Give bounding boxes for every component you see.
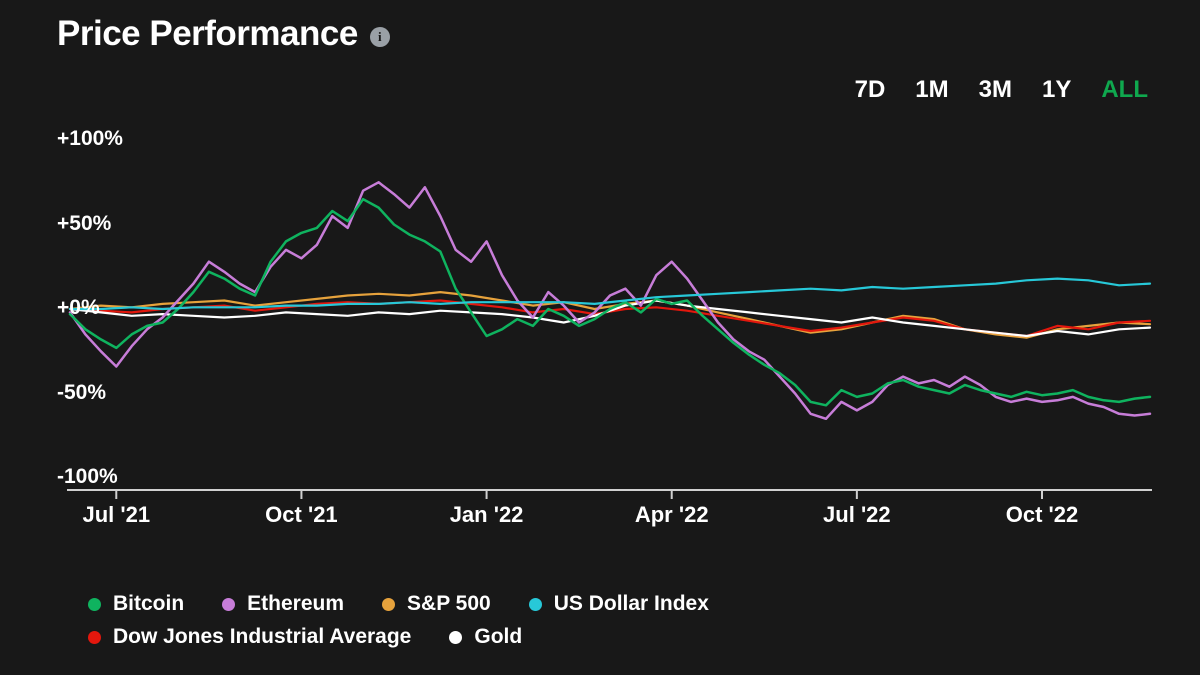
legend-label: Bitcoin <box>113 592 185 615</box>
legend-dot <box>382 597 396 611</box>
series-line-gold[interactable] <box>68 299 1152 338</box>
legend-item-us-dollar-index[interactable]: US Dollar Index <box>528 592 709 616</box>
chart-canvas[interactable] <box>0 0 1200 560</box>
range-1m[interactable]: 1M <box>915 76 949 103</box>
y-axis-label: +100% <box>57 127 123 150</box>
legend-label: Ethereum <box>247 592 345 615</box>
legend-label: US Dollar Index <box>553 592 709 615</box>
y-axis-label: -100% <box>57 465 118 488</box>
page-title: Price Performance <box>57 14 358 53</box>
legend-dot <box>88 630 101 644</box>
y-axis-label: -50% <box>57 380 107 404</box>
x-axis-label: Oct '22 <box>1005 502 1079 527</box>
legend-item-ethereum[interactable]: Ethereum <box>222 592 344 616</box>
header: Price Performance i <box>57 14 390 54</box>
legend-dot <box>528 597 542 611</box>
x-axis-label: Oct '21 <box>265 502 338 527</box>
y-axis-label: +0% <box>57 296 100 319</box>
x-axis-label: Jul '21 <box>82 502 151 527</box>
legend-item-gold[interactable]: Gold <box>449 625 522 649</box>
legend-item-s-p-500[interactable]: S&P 500 <box>382 592 491 616</box>
x-axis-label: Jul '22 <box>823 502 891 527</box>
series-line-us-dollar-index[interactable] <box>68 277 1152 311</box>
y-axis-label: +50% <box>57 211 112 235</box>
legend-dot <box>88 597 101 611</box>
range-all[interactable]: ALL <box>1101 76 1148 103</box>
legend-item-bitcoin[interactable]: Bitcoin <box>88 592 184 616</box>
legend-label: Dow Jones Industrial Average <box>113 625 412 648</box>
legend-label: S&P 500 <box>407 592 491 615</box>
legend-dot <box>449 630 463 644</box>
legend-item-dow-jones-industrial-average[interactable]: Dow Jones Industrial Average <box>88 625 411 649</box>
price-chart[interactable]: +100% +50% +0% -50% -100% Jul '21 Oct '21 Jan … <box>0 0 1200 560</box>
series-line-bitcoin[interactable] <box>68 197 1152 407</box>
chart-legend: Bitcoin Ethereum S&P 500 US Dollar Index Dow… <box>88 592 878 649</box>
range-3m[interactable]: 3M <box>978 76 1012 103</box>
legend-label: Gold <box>474 625 523 648</box>
info-icon[interactable]: i <box>369 27 390 47</box>
range-7d[interactable]: 7D <box>854 76 886 103</box>
series-line-ethereum[interactable] <box>68 181 1152 421</box>
x-axis-label: Jan '22 <box>449 502 524 527</box>
x-axis-label: Apr '22 <box>634 502 709 527</box>
range-1y[interactable]: 1Y <box>1041 76 1072 103</box>
legend-dot <box>222 597 236 611</box>
time-range-selector: 7D 1M 3M 1Y ALL <box>855 76 1148 104</box>
